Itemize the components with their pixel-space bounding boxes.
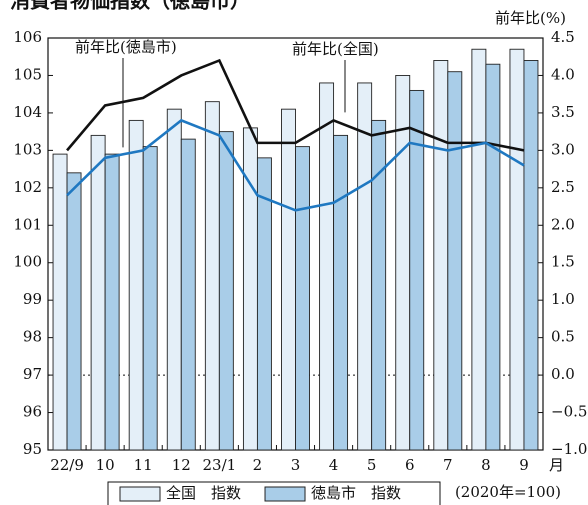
y2-tick-label: −0.5 bbox=[551, 403, 587, 421]
legend-swatch bbox=[119, 486, 161, 502]
note: (2020年=100) bbox=[455, 483, 561, 501]
bar bbox=[90, 134, 106, 451]
bar bbox=[166, 108, 182, 451]
bar bbox=[471, 48, 487, 451]
line bbox=[66, 118, 525, 212]
y2-tick-label: 2.5 bbox=[551, 178, 575, 196]
bar bbox=[66, 172, 82, 451]
y2-tick-label: 0.5 bbox=[551, 328, 575, 346]
y-tick-label: 98 bbox=[23, 328, 42, 346]
y-tick-label: 105 bbox=[13, 65, 42, 83]
chart-title: 消費者物価指数（徳島市） bbox=[10, 0, 250, 13]
y-tick-label: 96 bbox=[23, 403, 42, 421]
bar bbox=[218, 131, 234, 451]
y2-tick-label: −1.0 bbox=[551, 440, 587, 458]
x-tick-label: 10 bbox=[96, 456, 115, 474]
x-tick-label: 9 bbox=[519, 456, 529, 474]
x-tick-label: 8 bbox=[481, 456, 491, 474]
bar bbox=[357, 82, 373, 451]
bar bbox=[523, 60, 539, 451]
y-tick-label: 95 bbox=[23, 440, 42, 458]
y-tick-label: 99 bbox=[23, 290, 42, 308]
bar bbox=[319, 82, 335, 451]
x-tick-label: 3 bbox=[291, 456, 301, 474]
bar bbox=[447, 71, 463, 451]
y2-tick-label: 4.5 bbox=[551, 28, 575, 46]
x-tick-label: 7 bbox=[443, 456, 453, 474]
y-tick-label: 97 bbox=[23, 365, 42, 383]
y2-tick-label: 1.5 bbox=[551, 253, 575, 271]
bar bbox=[433, 60, 449, 451]
y2-tick-label: 3.0 bbox=[551, 140, 575, 158]
bar bbox=[333, 134, 349, 451]
bar bbox=[371, 119, 387, 451]
bar bbox=[52, 153, 68, 451]
y-tick-label: 104 bbox=[13, 103, 42, 121]
y-tick-label: 102 bbox=[13, 178, 42, 196]
x-tick-label: 2 bbox=[253, 456, 263, 474]
bar bbox=[485, 63, 501, 451]
y2-tick-label: 0.0 bbox=[551, 365, 575, 383]
legend-label: 全国 指数 bbox=[166, 484, 241, 502]
x-tick-label: 12 bbox=[172, 456, 191, 474]
bar bbox=[128, 119, 144, 451]
y2-tick-label: 4.0 bbox=[551, 65, 575, 83]
x-tick-label: 4 bbox=[329, 456, 339, 474]
bar bbox=[509, 48, 525, 451]
legend-label: 徳島市 指数 bbox=[311, 484, 401, 502]
bar bbox=[395, 75, 411, 451]
bar bbox=[409, 89, 425, 451]
legend-swatch bbox=[264, 486, 306, 502]
y-tick-label: 100 bbox=[13, 253, 42, 271]
x-tick-label: 5 bbox=[367, 456, 377, 474]
y2-tick-label: 2.0 bbox=[551, 215, 575, 233]
x-tick-label: 23/1 bbox=[203, 456, 237, 474]
bar bbox=[295, 146, 310, 451]
x-tick-label: 22/9 bbox=[50, 456, 84, 474]
y-tick-label: 106 bbox=[13, 28, 42, 46]
bar bbox=[281, 108, 296, 451]
x-tick-label: 6 bbox=[405, 456, 415, 474]
bar bbox=[104, 153, 120, 451]
annotation: 前年比(全国) bbox=[292, 40, 379, 58]
x-tick-label: 11 bbox=[134, 456, 153, 474]
bar bbox=[204, 101, 220, 451]
y2-tick-label: 3.5 bbox=[551, 103, 575, 121]
y-tick-label: 103 bbox=[13, 140, 42, 158]
line bbox=[66, 58, 525, 152]
annotation: 前年比(徳島市) bbox=[75, 38, 177, 56]
bar bbox=[256, 157, 272, 451]
x-axis-label: 月 bbox=[549, 456, 564, 474]
y2-tick-label: 1.0 bbox=[551, 290, 575, 308]
bar bbox=[180, 138, 196, 451]
y-tick-label: 101 bbox=[13, 215, 42, 233]
bar bbox=[142, 146, 158, 451]
y2-axis-label: 前年比(%) bbox=[495, 9, 566, 27]
